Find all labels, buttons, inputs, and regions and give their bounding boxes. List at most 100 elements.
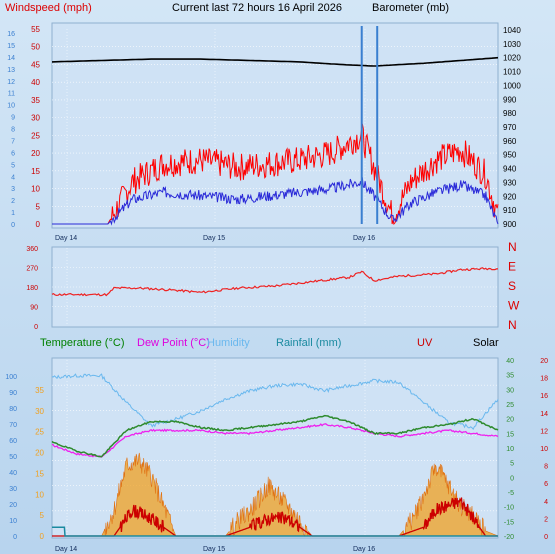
direction-tick-label: 270 bbox=[26, 266, 38, 273]
uv-axis: 0 2 4 6 8 10 12 14 16 18 20 bbox=[540, 358, 548, 541]
wind-speed-tick-label: 15 bbox=[31, 167, 40, 176]
barometer-tick-label: 1020 bbox=[503, 54, 521, 63]
wind-speed-tick-label: 30 bbox=[31, 114, 40, 123]
wind-speed-tick-label: 45 bbox=[31, 60, 40, 69]
barometer-axis: 900 910 920 930 940 950 960 970 980 990 1000 1010 10… bbox=[503, 26, 521, 229]
solar-scale-tick-label: 5 bbox=[40, 511, 45, 520]
temperature-x-tick-label: Day 16 bbox=[353, 546, 375, 553]
temperature-tick-label: 10 bbox=[506, 446, 514, 453]
solar-area bbox=[52, 452, 499, 538]
wind-beaufort-tick-label: 11 bbox=[8, 91, 15, 98]
humidity-axis: 0 10 20 30 40 50 60 70 80 90 100 bbox=[5, 374, 17, 541]
wind-beaufort-tick-label: 15 bbox=[7, 43, 15, 50]
compass-tick-label: W bbox=[508, 299, 520, 313]
barometer-tick-label: 930 bbox=[503, 178, 517, 187]
barometer-tick-label: 920 bbox=[503, 192, 517, 201]
uv-tick-label: 16 bbox=[540, 393, 548, 400]
wind-beaufort-tick-label: 4 bbox=[11, 174, 15, 181]
temperature-tick-label: 5 bbox=[510, 461, 514, 468]
wind-beaufort-tick-label: 9 bbox=[11, 115, 15, 122]
humidity-line bbox=[51, 373, 499, 430]
wind-beaufort-tick-label: 14 bbox=[7, 55, 15, 62]
uv-tick-label: 0 bbox=[544, 534, 548, 541]
direction-tick-label: 90 bbox=[30, 305, 38, 312]
temperature-line bbox=[51, 414, 499, 458]
wind-x-tick-label: Day 15 bbox=[203, 235, 225, 242]
solar-scale-tick-label: 15 bbox=[35, 469, 44, 478]
solar-scale-tick-label: 0 bbox=[40, 532, 45, 541]
temperature-x-tick-label: Day 14 bbox=[55, 546, 77, 553]
solar-label: Solar bbox=[473, 337, 499, 349]
windspeed-label: Windspeed (mph) bbox=[5, 2, 92, 14]
wind-beaufort-tick-label: 10 bbox=[7, 103, 15, 110]
wind-beaufort-tick-label: 0 bbox=[11, 222, 15, 229]
barometer-tick-label: 980 bbox=[503, 109, 517, 118]
dots-label: ... bbox=[334, 3, 342, 13]
wind-beaufort-tick-label: 16 bbox=[7, 31, 15, 38]
compass-tick-label: S bbox=[508, 279, 516, 293]
temperature-tick-label: 20 bbox=[506, 417, 514, 424]
humidity-tick-label: 20 bbox=[9, 502, 17, 509]
barometer-tick-label: 900 bbox=[503, 220, 517, 229]
temperature-x-tick-label: Day 15 bbox=[203, 546, 225, 553]
current-label: Current last 72 hours 16 April 2026 bbox=[172, 2, 342, 14]
temperature-tick-label: 15 bbox=[506, 431, 514, 438]
direction-tick-label: 360 bbox=[26, 246, 38, 253]
compass-tick-label: N bbox=[508, 318, 517, 332]
humidity-tick-label: 0 bbox=[13, 534, 17, 541]
temperature-tick-label: -10 bbox=[504, 505, 514, 512]
wind-beaufort-tick-label: 8 bbox=[11, 127, 15, 134]
wind-x-tick-label: Day 16 bbox=[353, 235, 375, 242]
wind-beaufort-tick-label: 12 bbox=[7, 79, 15, 86]
barometer-line bbox=[51, 56, 499, 67]
direction-series bbox=[51, 267, 498, 297]
wind-beaufort-tick-label: 5 bbox=[11, 162, 15, 169]
wind-beaufort-tick-label: 13 bbox=[7, 67, 15, 74]
temperature-tick-label: -20 bbox=[504, 534, 514, 541]
uv-tick-label: 8 bbox=[544, 464, 548, 471]
wind-speed-tick-label: 5 bbox=[36, 202, 41, 211]
compass-tick-label: E bbox=[508, 260, 516, 274]
wind-speed-axis: 0 5 10 15 20 25 30 35 40 45 50 55 bbox=[31, 25, 40, 229]
uv-tick-label: 4 bbox=[544, 499, 548, 506]
temperature-x-axis: Day 14 Day 15 Day 16 bbox=[55, 546, 375, 553]
temperature-tick-label: -5 bbox=[508, 490, 514, 497]
dewpoint-line bbox=[51, 423, 499, 458]
barometer-tick-label: 950 bbox=[503, 151, 517, 160]
humidity-tick-label: 60 bbox=[9, 438, 17, 445]
solar-scale-tick-label: 20 bbox=[35, 449, 44, 458]
temperature-tick-label: 0 bbox=[510, 475, 514, 482]
humidity-tick-label: 30 bbox=[9, 486, 17, 493]
wind-beaufort-tick-label: 2 bbox=[11, 198, 15, 205]
wind-beaufort-tick-label: 7 bbox=[11, 138, 15, 145]
wind-speed-tick-label: 40 bbox=[31, 78, 40, 87]
humidity-tick-label: 70 bbox=[9, 422, 17, 429]
uv-tick-label: 20 bbox=[540, 358, 548, 365]
barometer-tick-label: 990 bbox=[503, 95, 517, 104]
barometer-tick-label: 1040 bbox=[503, 26, 521, 35]
compass-tick-label: N bbox=[508, 240, 517, 254]
wind-speed-tick-label: 10 bbox=[31, 185, 40, 194]
barometer-label: Barometer (mb) bbox=[372, 2, 449, 14]
wind-speed-tick-label: 0 bbox=[36, 220, 41, 229]
barometer-tick-label: 960 bbox=[503, 137, 517, 146]
wind-speed-tick-label: 55 bbox=[31, 25, 40, 34]
solar-scale-tick-label: 35 bbox=[35, 386, 44, 395]
solar-scale-tick-label: 10 bbox=[35, 490, 44, 499]
temperature-label: Temperature (°C) bbox=[40, 337, 124, 349]
barometer-tick-label: 970 bbox=[503, 123, 517, 132]
wind-beaufort-tick-label: 6 bbox=[11, 150, 15, 157]
temperature-tick-label: -15 bbox=[504, 519, 514, 526]
temperature-series bbox=[51, 373, 499, 538]
humidity-label: Humidity bbox=[207, 337, 250, 349]
direction-axis: 0 90 180 270 360 bbox=[26, 246, 38, 331]
barometer-tick-label: 910 bbox=[503, 206, 517, 215]
uv-label: UV bbox=[417, 337, 433, 349]
temperature-tick-label: 40 bbox=[506, 358, 514, 365]
rainfall-label: Rainfall (mm) bbox=[276, 337, 341, 349]
uv-tick-label: 14 bbox=[540, 411, 548, 418]
temperature-left-axis: 0 5 10 15 20 25 30 35 bbox=[35, 386, 44, 541]
